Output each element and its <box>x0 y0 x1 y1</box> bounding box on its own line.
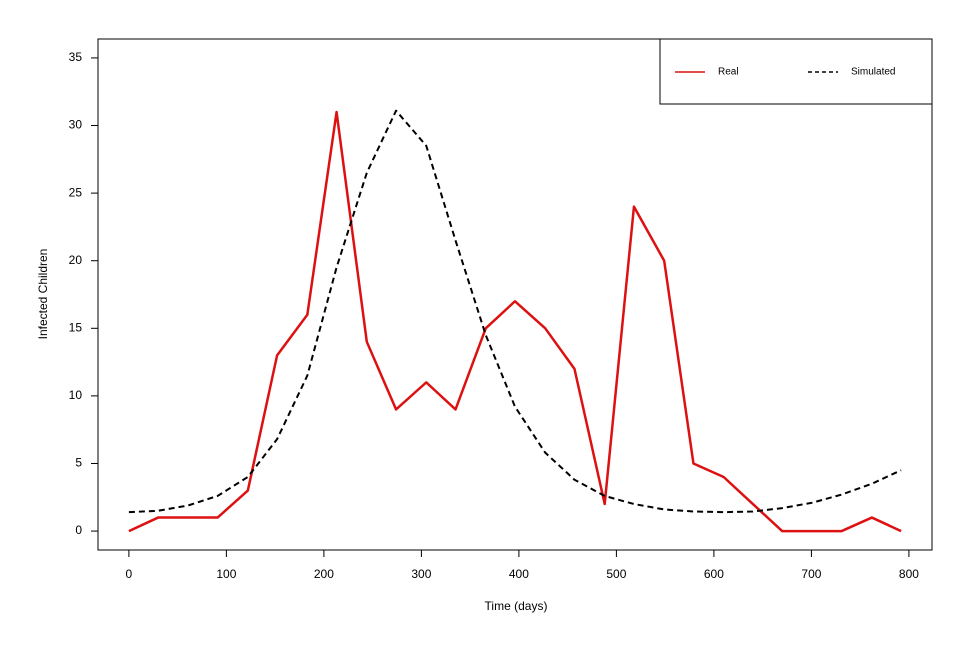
x-axis-title: Time (days) <box>485 599 548 613</box>
x-tick-label: 600 <box>704 567 724 581</box>
y-tick-label: 15 <box>69 320 83 334</box>
x-tick-label: 500 <box>606 567 626 581</box>
y-tick-label: 30 <box>69 118 83 132</box>
x-tick-label: 200 <box>314 567 334 581</box>
series-line <box>128 110 902 533</box>
y-tick-label: 20 <box>69 253 83 267</box>
y-tick-label: 5 <box>75 456 82 470</box>
y-tick-label: 0 <box>75 523 82 537</box>
legend-label: Simulated <box>851 67 895 78</box>
y-axis-title: Infected Children <box>36 249 50 340</box>
series-line <box>128 109 902 514</box>
legend-box <box>659 38 933 105</box>
y-tick-label: 10 <box>69 388 83 402</box>
x-tick-label: 100 <box>216 567 236 581</box>
y-tick-label: 35 <box>69 50 83 64</box>
x-tick-label: 400 <box>509 567 529 581</box>
x-tick-label: 700 <box>801 567 821 581</box>
x-tick-label: 0 <box>126 567 133 581</box>
y-tick-label: 25 <box>69 185 83 199</box>
legend: Real Simulated <box>659 38 933 105</box>
plot-frame <box>97 38 933 551</box>
legend-label: Real <box>718 67 739 78</box>
x-tick-label: 800 <box>899 567 919 581</box>
x-tick-label: 300 <box>411 567 431 581</box>
